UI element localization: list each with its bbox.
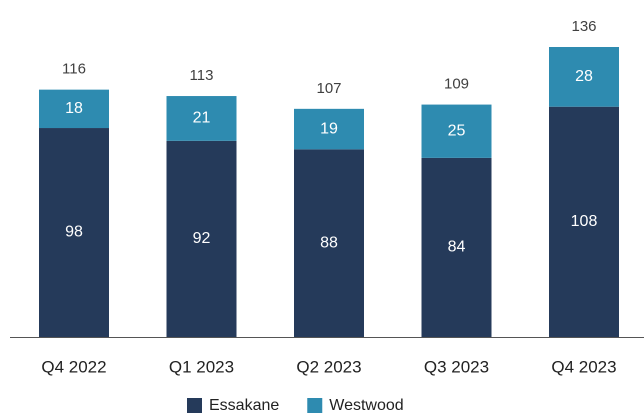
bar-segment	[294, 149, 364, 337]
bar-segment	[166, 140, 237, 337]
bar-segment	[39, 128, 109, 337]
bar-segment	[294, 108, 364, 150]
total-label: 107	[316, 80, 341, 97]
value-label: 92	[193, 230, 211, 247]
x-tick-label: Q1 2023	[169, 357, 234, 376]
bar-segment	[421, 157, 492, 337]
bar-segment	[421, 104, 492, 158]
value-label: 98	[65, 224, 83, 241]
value-label: 108	[571, 213, 598, 230]
x-tick-label: Q2 2023	[296, 357, 361, 376]
legend-swatch	[187, 398, 202, 413]
value-label: 28	[575, 68, 593, 85]
legend-label: Westwood	[329, 397, 403, 414]
legend-swatch	[307, 398, 323, 413]
value-label: 21	[193, 110, 211, 127]
bar-segment	[39, 89, 109, 129]
bar-segment	[166, 96, 237, 141]
value-label: 84	[448, 239, 466, 256]
legend-label: Essakane	[209, 397, 279, 414]
bar-segment	[549, 106, 619, 338]
value-label: 19	[320, 120, 338, 137]
total-label: 136	[571, 18, 596, 35]
value-label: 25	[448, 122, 466, 139]
value-label: 88	[320, 234, 338, 251]
x-tick-label: Q3 2023	[424, 357, 489, 376]
bar-segment	[549, 47, 619, 107]
x-tick-label: Q4 2022	[41, 357, 106, 376]
x-tick-label: Q4 2023	[551, 357, 616, 376]
value-label: 18	[65, 100, 83, 117]
total-label: 109	[444, 76, 469, 93]
total-label: 116	[62, 61, 86, 78]
total-label: 113	[190, 67, 214, 84]
